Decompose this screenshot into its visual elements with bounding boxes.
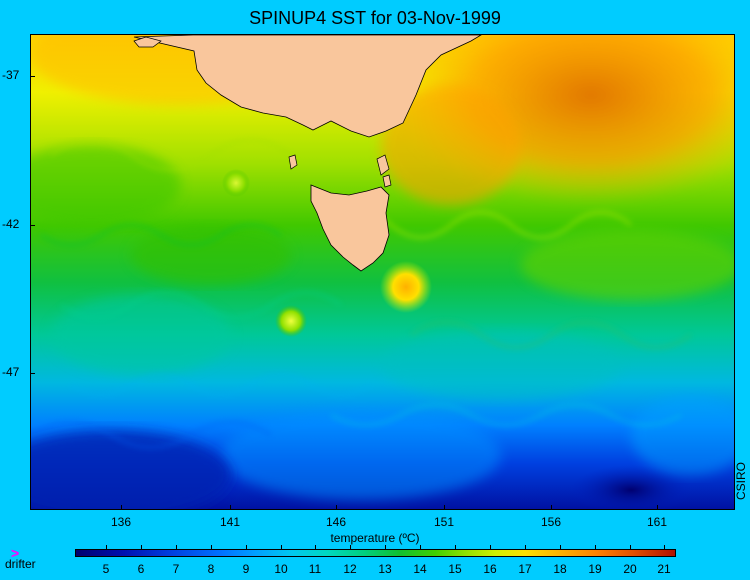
x-tick — [551, 505, 552, 510]
colorbar — [75, 549, 676, 557]
colorbar-tick-label: 10 — [274, 562, 288, 576]
y-tick-label: -47 — [2, 365, 20, 379]
x-tick-label: 141 — [219, 515, 241, 529]
chart-title: SPINUP4 SST for 03-Nov-1999 — [249, 8, 501, 28]
colorbar-tick-label: 6 — [137, 562, 145, 576]
colorbar-tick-label: 8 — [207, 562, 215, 576]
colorbar-tick-label: 18 — [553, 562, 567, 576]
colorbar-tick — [385, 545, 386, 549]
colorbar-tick-label: 13 — [378, 562, 392, 576]
x-tick — [657, 505, 658, 510]
x-tick-label: 146 — [325, 515, 347, 529]
colorbar-tick — [315, 545, 316, 549]
y-tick-label: -37 — [2, 68, 20, 82]
colorbar-tick-label: 9 — [242, 562, 250, 576]
colorbar-tick — [595, 545, 596, 549]
colorbar-tick — [630, 545, 631, 549]
y-tick — [30, 373, 35, 374]
colorbar-tick-label: 7 — [172, 562, 180, 576]
x-tick-label: 151 — [433, 515, 455, 529]
colorbar-tick — [455, 545, 456, 549]
colorbar-tick — [176, 545, 177, 549]
x-tick-label: 161 — [646, 515, 668, 529]
colorbar-tick-label: 15 — [448, 562, 462, 576]
colorbar-tick-label: 11 — [308, 562, 322, 576]
colorbar-tick-label: 20 — [623, 562, 637, 576]
colorbar-tick — [420, 545, 421, 549]
colorbar-tick — [141, 545, 142, 549]
x-tick — [336, 505, 337, 510]
colorbar-tick-label: 12 — [343, 562, 357, 576]
drifter-label: drifter — [5, 557, 36, 571]
colorbar-tick — [211, 545, 212, 549]
colorbar-tick — [106, 545, 107, 549]
colorbar-tick — [664, 545, 665, 549]
colorbar-tick-label: 16 — [483, 562, 497, 576]
x-tick-label: 156 — [540, 515, 562, 529]
mainland — [133, 35, 482, 138]
x-tick — [444, 505, 445, 510]
y-tick — [30, 76, 35, 77]
colorbar-tick — [490, 545, 491, 549]
colorbar-title: temperature (ºC) — [0, 531, 750, 545]
colorbar-title-text: temperature (ºC) — [330, 531, 420, 545]
sst-map — [30, 34, 735, 510]
drifter-marker-icon: > — [11, 545, 20, 561]
colorbar-tick — [525, 545, 526, 549]
colorbar-tick — [246, 545, 247, 549]
colorbar-tick-label: 19 — [588, 562, 602, 576]
sst-field — [31, 35, 734, 509]
x-tick — [121, 505, 122, 510]
colorbar-tick-label: 14 — [413, 562, 427, 576]
credit-label: CSIRO — [734, 461, 748, 500]
y-tick — [30, 225, 35, 226]
colorbar-tick — [350, 545, 351, 549]
x-tick — [230, 505, 231, 510]
colorbar-tick-label: 5 — [102, 562, 110, 576]
colorbar-tick — [281, 545, 282, 549]
y-tick-label: -42 — [2, 217, 20, 231]
colorbar-tick-label: 17 — [518, 562, 532, 576]
x-tick-label: 136 — [110, 515, 132, 529]
colorbar-tick-label: 21 — [657, 562, 671, 576]
colorbar-tick — [560, 545, 561, 549]
tasmania — [310, 184, 390, 272]
